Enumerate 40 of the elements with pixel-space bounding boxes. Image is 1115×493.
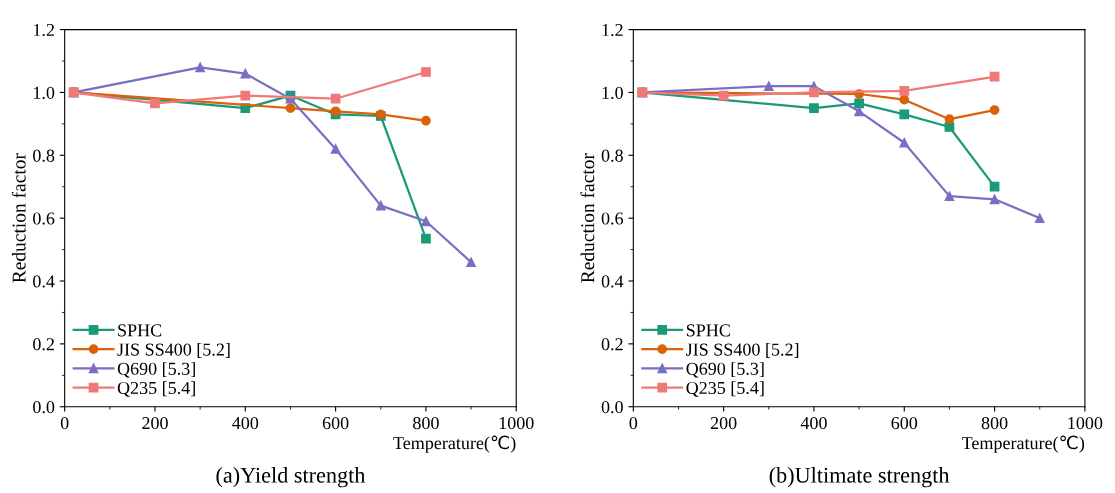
x-tick-label: 800	[413, 416, 439, 430]
x-tick-label: 200	[710, 416, 737, 430]
y-tick-label: 0.2	[601, 338, 623, 351]
x-tick-label: 0	[60, 416, 69, 430]
x-tick-label: 600	[322, 416, 349, 430]
legend-label: JIS SS400 [5.2]	[117, 342, 230, 358]
y-tick-label: 0.8	[33, 149, 55, 162]
legend-label: Q690 [5.3]	[686, 362, 764, 378]
legend-label: Q690 [5.3]	[117, 362, 195, 378]
x-tick-label: 1000	[499, 416, 534, 430]
y-tick-label: 0.0	[33, 400, 55, 414]
y-tick-label: 0.6	[601, 212, 624, 225]
y-tick-label: 0.0	[601, 400, 623, 414]
text: (a)Yield strength	[216, 467, 366, 488]
y-tick-label: 0.2	[33, 338, 54, 351]
y-tick-label: 1.2	[33, 23, 54, 37]
legend-label: SPHC	[118, 324, 162, 337]
y-tick-label: 0.8	[601, 149, 623, 162]
y-tick-label: 1.0	[33, 86, 55, 99]
y-tick-label: 0.6	[33, 212, 55, 225]
x-tick-label: 1000	[1068, 416, 1103, 430]
y-tick-label: 1.0	[602, 86, 623, 99]
x-axis-title: Temperature(℃)	[393, 435, 516, 453]
legend-label: JIS SS400 [5.2]	[686, 342, 799, 358]
x-tick-label: 200	[142, 416, 168, 430]
x-tick-label: 800	[981, 416, 1008, 430]
y-axis-title: Reduction factor	[580, 153, 595, 283]
y-axis-title: Reduction factor	[11, 153, 26, 283]
legend-label: Q235 [5.4]	[686, 381, 764, 397]
x-tick-label: 400	[800, 416, 827, 430]
x-tick-label: 400	[232, 416, 259, 430]
x-tick-label: 0	[629, 416, 638, 430]
text: (b)Ultimate strength	[769, 467, 950, 488]
y-tick-label: 0.4	[33, 275, 55, 288]
legend-label: Q235 [5.4]	[117, 381, 195, 397]
y-tick-label: 1.2	[602, 23, 623, 37]
x-axis-title: Temperature(℃)	[961, 435, 1085, 453]
y-tick-label: 0.4	[601, 275, 624, 288]
x-tick-label: 600	[891, 416, 918, 430]
legend-label: SPHC	[686, 324, 730, 337]
